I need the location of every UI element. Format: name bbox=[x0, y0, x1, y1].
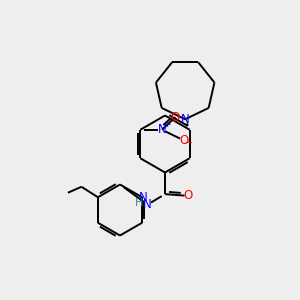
Text: N: N bbox=[139, 191, 148, 204]
Text: O: O bbox=[184, 189, 193, 202]
Text: N: N bbox=[143, 198, 152, 211]
Text: N: N bbox=[181, 113, 190, 126]
Text: H: H bbox=[135, 198, 143, 208]
Text: +: + bbox=[163, 120, 170, 129]
Text: N: N bbox=[158, 123, 166, 136]
Text: O: O bbox=[171, 111, 180, 124]
Text: −: − bbox=[184, 138, 193, 148]
Text: O: O bbox=[179, 134, 188, 147]
